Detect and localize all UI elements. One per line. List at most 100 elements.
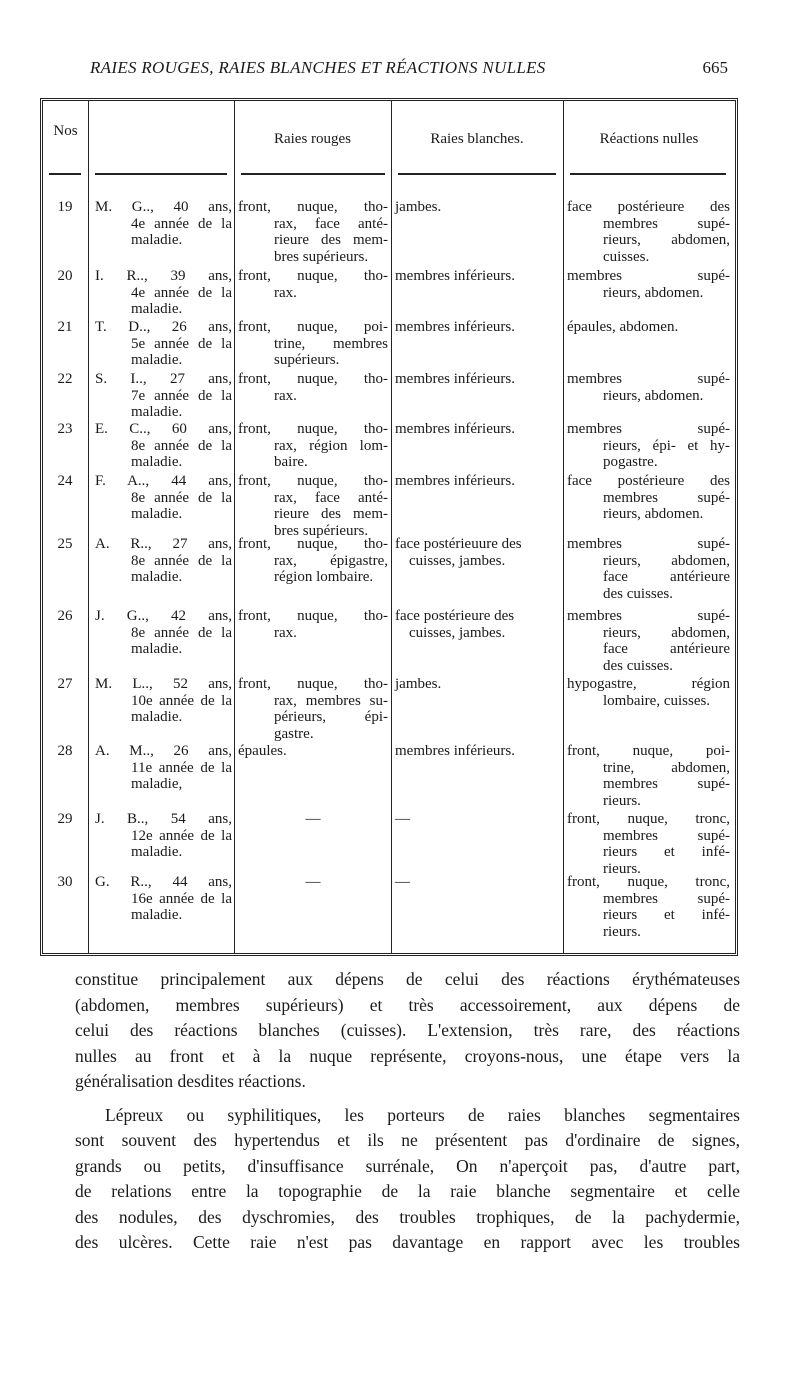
header-rule (49, 173, 81, 175)
cell-rouges: front, nuque, tho-rax, épigastre, région … (238, 536, 388, 586)
cell-line: trine, membres (274, 335, 388, 352)
cell-reactions: front, nuque, poi-trine, abdomen, membres… (567, 743, 730, 809)
cell-line: front, nuque, tho- (238, 199, 388, 215)
cell-line: rax, face anté- (274, 215, 388, 232)
cell-line: membres supé- (567, 608, 730, 624)
cell-rouges: épaules. (238, 743, 388, 760)
cell-line: maladie. (131, 844, 183, 861)
cell-line: gastre. (274, 725, 314, 742)
header-rule (398, 173, 556, 175)
cell-reactions: hypogastre, région lombaire, cuisses. (567, 676, 730, 709)
running-title: RAIES ROUGES, RAIES BLANCHES ET RÉACTION… (90, 58, 546, 77)
cell-reactions: épaules, abdomen. (567, 319, 730, 336)
cell-line: rieure des mem- (274, 506, 388, 523)
cell-line: membres supé- (567, 421, 730, 437)
row-number: 23 (57, 421, 73, 437)
row-number: 24 (57, 473, 73, 489)
cell-line: front, nuque, tho- (238, 608, 388, 624)
cell-line: rax, épigastre, (274, 552, 388, 569)
cell-reactions: face postérieure des membres supé-rieurs,… (567, 199, 730, 265)
cell-line: des cuisses. (603, 657, 673, 674)
cell-blanches: membres inférieurs. (395, 371, 561, 388)
cell-line: F. A.., 44 ans, (95, 473, 232, 489)
cell-line: 8e année de la (131, 624, 232, 641)
cell-line: E. C.., 60 ans, (95, 421, 232, 437)
cell-name: J. B.., 54 ans, 12e année de la maladie. (95, 811, 232, 861)
cell-line: face postérieuure des (395, 536, 522, 552)
header-nos: Nos (53, 123, 78, 139)
cell-blanches: membres inférieurs. (395, 473, 561, 490)
cell-line: front, nuque, poi- (238, 319, 388, 335)
header-raies-rouges: Raies rouges (273, 131, 352, 147)
cell-name: I. R.., 39 ans, 4e année de la maladie. (95, 268, 232, 318)
header-rule (241, 173, 385, 175)
cell-line: membres supé- (603, 489, 730, 506)
cell-line: membres supé- (603, 890, 730, 907)
text-line: celui des réactions blanches (cuisses). … (75, 1020, 740, 1040)
header-raies-blanches: Raies blanches. (430, 131, 524, 147)
text-line: grands ou petits, d'insuffisance surréna… (75, 1155, 740, 1176)
row-number: 21 (57, 319, 73, 335)
text-line: sont souvent des hypertendus et ils ne p… (75, 1130, 740, 1150)
cell-line: membres supé- (603, 215, 730, 232)
cell-line: 8e année de la (131, 552, 232, 569)
cell-line: membres inférieurs. (395, 421, 515, 437)
text-line: nulles au front et à la nuque représente… (75, 1045, 740, 1066)
row-number: 22 (57, 371, 73, 387)
cell-rouges: front, nuque, tho-rax, face anté-rieure … (238, 199, 388, 265)
cell-line: rieurs, abdomen, (603, 232, 730, 249)
cell-line: 8e année de la (131, 489, 232, 506)
cell-blanches: jambes. (395, 199, 561, 216)
cell-line: — (395, 874, 410, 890)
row-number: 19 (57, 199, 73, 215)
column-divider (88, 101, 89, 953)
cell-reactions: membres supé-rieurs, abdomen, face antéri… (567, 608, 730, 674)
cell-rouges: front, nuque, poi-trine, membres supérieu… (238, 319, 388, 369)
cell-line: des cuisses. (603, 585, 673, 602)
cell-line: A. R.., 27 ans, (95, 536, 232, 552)
body-text: constitue principalement aux dépens de c… (75, 967, 740, 1264)
cell-line: 4e année de la (131, 284, 232, 301)
header-reactions-nulles: Réactions nulles (599, 131, 699, 147)
cell-line: rieurs, abdomen, (603, 624, 730, 641)
cell-line: — (305, 874, 321, 890)
cell-line: 7e année de la (131, 387, 232, 404)
row-number: 26 (57, 608, 73, 624)
cell-line: jambes. (395, 676, 442, 692)
cell-reactions: front, nuque, tronc, membres supé-rieurs … (567, 874, 730, 940)
cell-line: maladie. (131, 641, 183, 658)
cell-line: rieurs et infé- (603, 844, 730, 861)
cell-line: rieurs. (603, 792, 641, 809)
cell-line: — (305, 811, 321, 827)
text-line: Lépreux ou syphilitiques, les porteurs d… (105, 1104, 740, 1125)
cell-line: membres inférieurs. (395, 371, 515, 387)
cell-line: J. G.., 42 ans, (95, 608, 232, 624)
cell-line: face antérieure (603, 641, 730, 658)
column-divider (563, 101, 564, 953)
cell-line: 5e année de la (131, 335, 232, 352)
cell-line: rieurs, abdomen. (603, 284, 704, 301)
cell-rouges: front, nuque, tho-rax. (238, 268, 388, 301)
cell-blanches: membres inférieurs. (395, 743, 561, 760)
cell-name: A. M.., 26 ans, 11e année de la maladie, (95, 743, 232, 793)
cell-line: membres supé- (567, 268, 730, 284)
cell-line: — (395, 811, 410, 827)
cell-line: rieurs. (603, 860, 641, 877)
cell-line: rieure des mem- (274, 232, 388, 249)
cell-rouges: front, nuque, tho-rax, région lom-baire. (238, 421, 388, 471)
column-divider (234, 101, 235, 953)
cell-line: J. B.., 54 ans, (95, 811, 232, 827)
cell-line: maladie. (131, 709, 183, 726)
cell-line: rieurs. (603, 923, 641, 940)
cell-line: front, nuque, tho- (238, 536, 388, 552)
header-rule (570, 173, 726, 175)
cell-line: front, nuque, tronc, (567, 874, 730, 890)
cell-line: maladie. (131, 454, 183, 471)
cell-line: M. G.., 40 ans, (95, 199, 232, 215)
row-number: 28 (57, 743, 73, 759)
cell-line: rax, membres su- (274, 692, 388, 709)
cell-line: périeurs, épi- (274, 709, 388, 726)
cell-line: membres inférieurs. (395, 743, 515, 759)
text-line: (abdomen, membres supérieurs) et très ac… (75, 994, 740, 1015)
cell-line: membres supé- (567, 536, 730, 552)
